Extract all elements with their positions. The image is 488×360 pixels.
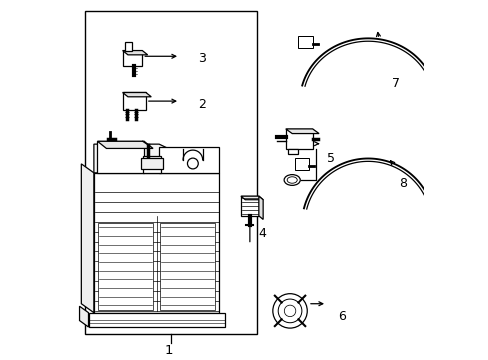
Polygon shape <box>438 96 441 105</box>
Polygon shape <box>160 223 215 310</box>
Polygon shape <box>94 144 219 173</box>
Polygon shape <box>241 196 263 200</box>
Ellipse shape <box>286 177 297 183</box>
Polygon shape <box>432 220 435 229</box>
Polygon shape <box>451 96 454 105</box>
Polygon shape <box>298 36 312 48</box>
Polygon shape <box>80 306 88 327</box>
Polygon shape <box>449 220 452 229</box>
Ellipse shape <box>284 175 300 185</box>
Polygon shape <box>258 196 263 220</box>
Text: 2: 2 <box>198 98 205 111</box>
Polygon shape <box>285 129 312 149</box>
Circle shape <box>187 158 198 169</box>
Text: 8: 8 <box>398 177 406 190</box>
Polygon shape <box>122 50 147 55</box>
Text: 7: 7 <box>391 77 399 90</box>
Circle shape <box>284 305 295 317</box>
Polygon shape <box>88 313 224 327</box>
Polygon shape <box>97 141 144 173</box>
Polygon shape <box>436 220 439 229</box>
Text: 3: 3 <box>198 51 205 64</box>
Polygon shape <box>287 149 298 154</box>
Polygon shape <box>122 50 142 66</box>
Polygon shape <box>97 141 153 148</box>
Polygon shape <box>98 223 153 310</box>
Polygon shape <box>445 220 448 229</box>
Polygon shape <box>434 96 437 105</box>
Polygon shape <box>140 158 163 169</box>
Polygon shape <box>441 220 444 229</box>
Polygon shape <box>442 96 445 105</box>
FancyBboxPatch shape <box>85 12 257 334</box>
Circle shape <box>278 299 301 323</box>
Polygon shape <box>94 173 219 313</box>
Polygon shape <box>142 156 160 173</box>
Polygon shape <box>285 129 319 134</box>
Polygon shape <box>294 158 308 170</box>
Polygon shape <box>81 164 94 313</box>
Polygon shape <box>241 196 258 216</box>
Polygon shape <box>124 41 132 50</box>
Polygon shape <box>447 96 449 105</box>
Polygon shape <box>159 147 219 173</box>
Polygon shape <box>122 93 145 110</box>
Text: 4: 4 <box>258 227 266 240</box>
Text: 1: 1 <box>164 344 173 357</box>
Circle shape <box>272 294 306 328</box>
Text: 6: 6 <box>337 310 345 323</box>
Text: 5: 5 <box>326 152 334 165</box>
Polygon shape <box>122 93 151 97</box>
